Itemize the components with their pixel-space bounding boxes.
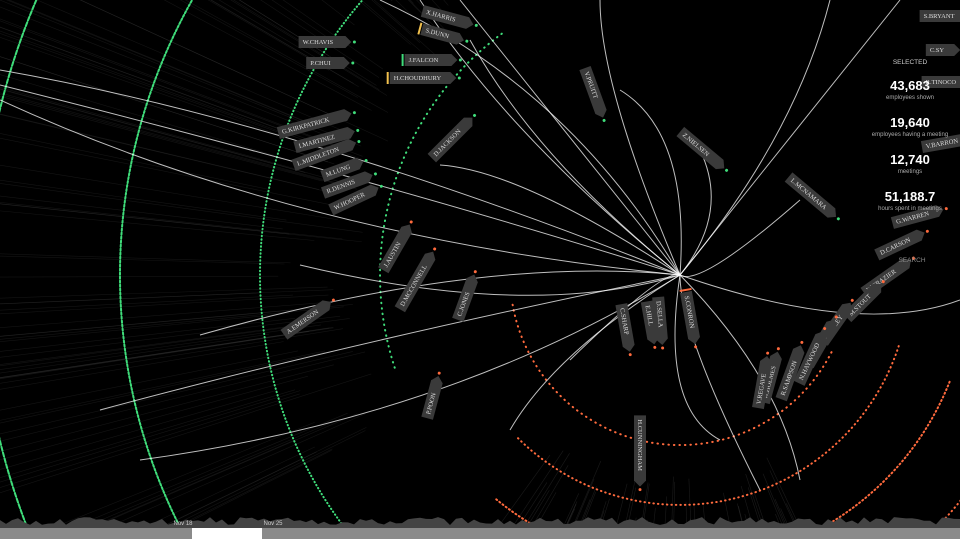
tag-label: J.FALCON — [409, 57, 439, 64]
name-tag[interactable]: H.CUNNINGHAM — [634, 415, 646, 491]
timeline-label: Nov 25 — [263, 521, 283, 527]
panel-heading: SELECTED — [893, 59, 928, 66]
stat-value: 19,640 — [890, 115, 930, 130]
stat-value: 43,683 — [890, 78, 930, 93]
tag-accent — [387, 72, 389, 84]
timeline-label: Nov 18 — [173, 521, 193, 527]
tag-label: R.TINOCO — [926, 79, 957, 86]
name-tag[interactable]: J.FALCON — [402, 54, 462, 66]
timeline-selection[interactable] — [192, 528, 262, 539]
tag-dot — [459, 59, 462, 62]
stat-label: hours spent in meetings — [878, 206, 942, 212]
name-tag[interactable]: C.SY — [926, 44, 960, 56]
search[interactable]: SEARCH — [898, 257, 925, 264]
name-tag[interactable]: S.BRYANT — [920, 10, 960, 22]
tag-label: H.CUNNINGHAM — [636, 419, 643, 471]
tag-dot — [639, 488, 642, 491]
name-tag[interactable]: H.CHOUDHURY — [387, 72, 461, 84]
tag-label: H.CHOUDHURY — [394, 75, 442, 82]
tag-dot — [353, 41, 356, 44]
tag-label: C.SY — [930, 47, 945, 54]
tag-label: P.CHUI — [310, 60, 330, 67]
tag-label: W.CHAVIS — [303, 39, 334, 46]
stat-label: employees having a meeting — [872, 132, 948, 138]
tag-dot — [458, 77, 461, 80]
stat-label: employees shown — [886, 95, 934, 101]
stat-value: 12,740 — [890, 152, 930, 167]
timeline-bar — [0, 528, 960, 539]
stat-label: meetings — [898, 169, 922, 175]
tag-dot — [351, 62, 354, 65]
tag-accent — [402, 54, 404, 66]
tag-label: S.BRYANT — [924, 13, 955, 20]
stat-value: 51,188.7 — [885, 189, 936, 204]
